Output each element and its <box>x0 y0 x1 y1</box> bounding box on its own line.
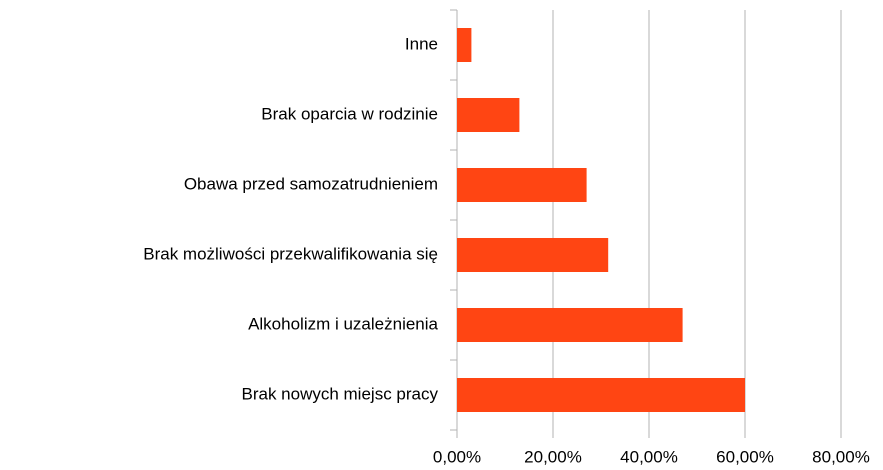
x-tick-label: 60,00% <box>716 447 774 466</box>
x-tick-label: 80,00% <box>812 447 870 466</box>
bar <box>457 378 745 412</box>
x-tick-label: 20,00% <box>524 447 582 466</box>
bar <box>457 238 609 272</box>
y-tick-label: Brak nowych miejsc pracy <box>241 384 438 403</box>
bar <box>457 28 472 62</box>
y-tick-label: Brak możliwości przekwalifikowania się <box>143 244 438 263</box>
x-tick-label: 40,00% <box>620 447 678 466</box>
bar <box>457 98 520 132</box>
bar <box>457 308 683 342</box>
x-tick-label: 0,00% <box>433 447 481 466</box>
y-tick-label: Inne <box>405 34 438 53</box>
y-tick-label: Alkoholizm i uzależnienia <box>248 314 438 333</box>
y-tick-label: Brak oparcia w rodzinie <box>261 104 438 123</box>
y-tick-label: Obawa przed samozatrudnieniem <box>184 174 438 193</box>
bar <box>457 168 587 202</box>
